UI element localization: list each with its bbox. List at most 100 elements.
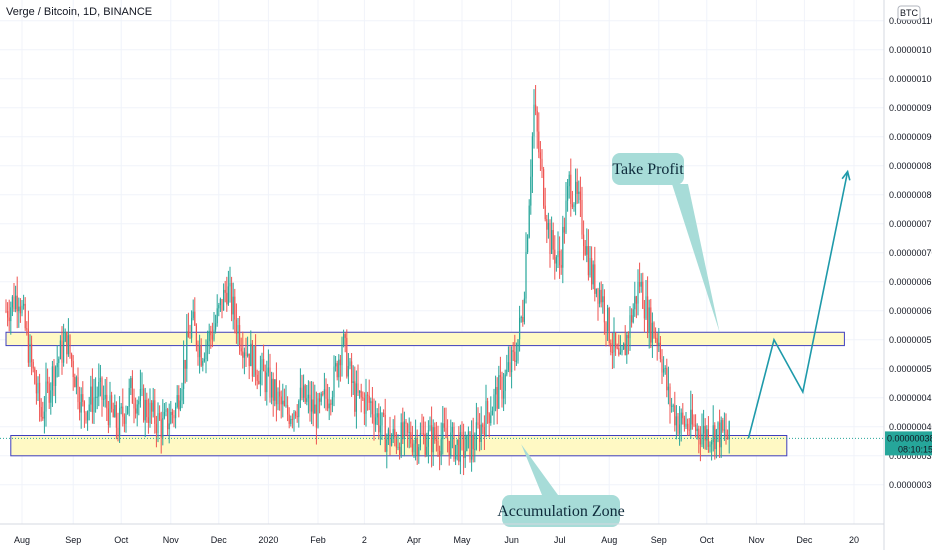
candle-body — [384, 414, 386, 452]
candle-body — [695, 424, 697, 432]
candle-body — [493, 394, 495, 411]
candle-body — [421, 432, 423, 434]
candle-body — [555, 257, 557, 264]
candle-body — [293, 412, 295, 420]
candle-body — [397, 446, 399, 448]
candle-body — [603, 296, 605, 323]
candle-body — [530, 176, 532, 206]
candle-body — [608, 308, 610, 344]
x-tick-label: 2020 — [258, 535, 278, 545]
candle-body — [466, 435, 468, 451]
candle-body — [144, 399, 146, 421]
candle-body — [16, 295, 18, 312]
candle-body — [285, 405, 287, 407]
candle-body — [26, 328, 28, 330]
candle-body — [488, 413, 490, 424]
candle-body — [387, 429, 389, 440]
candle-body — [450, 432, 452, 456]
candle-body — [496, 387, 498, 409]
candle-body — [368, 395, 370, 403]
candle-body — [296, 416, 298, 418]
candle-body — [138, 400, 140, 405]
candle-body — [295, 412, 297, 417]
candle-body — [659, 342, 661, 360]
candle-body — [109, 395, 111, 425]
candle-body — [639, 282, 641, 287]
candle-body — [130, 378, 132, 388]
candle-body — [299, 387, 301, 401]
candle-body — [506, 369, 508, 375]
candle-body — [515, 360, 517, 362]
candle-body — [192, 311, 194, 318]
candle-body — [479, 424, 481, 442]
candle-body — [690, 409, 692, 430]
candle-body — [173, 415, 175, 419]
candle-body — [232, 296, 234, 315]
candle-body — [119, 408, 121, 437]
candle-body — [416, 437, 418, 456]
candle-body — [491, 410, 493, 416]
candle-body — [469, 431, 471, 460]
candle-body — [618, 348, 620, 355]
candle-body — [605, 322, 607, 332]
callout-box[interactable] — [502, 495, 620, 527]
x-tick-label: Dec — [211, 535, 228, 545]
candle-body — [442, 423, 444, 440]
candle-body — [640, 281, 642, 287]
candle-body — [655, 337, 657, 339]
candle-body — [111, 395, 113, 410]
candle-body — [195, 325, 197, 346]
candle-body — [157, 413, 159, 433]
forecast-path[interactable] — [747, 171, 849, 439]
candle-body — [267, 367, 269, 373]
candle-body — [599, 289, 601, 304]
candle-body — [451, 426, 453, 433]
candle-body — [61, 340, 63, 363]
candle-body — [693, 424, 695, 426]
candle-body — [667, 386, 669, 391]
candle-body — [706, 429, 708, 441]
candle-body — [13, 296, 15, 310]
candle-body — [80, 394, 82, 413]
candle-body — [610, 343, 612, 352]
candle-body — [448, 440, 450, 456]
callout-label: Accumulation Zone — [497, 503, 625, 520]
y-tick-label: 0.00000060 — [889, 306, 932, 316]
callout-box[interactable] — [612, 153, 684, 185]
candle-body — [595, 288, 597, 294]
candle-body — [563, 226, 565, 233]
candle-body — [637, 282, 639, 304]
resistance-zone[interactable] — [5, 331, 845, 347]
candle-body — [335, 363, 337, 367]
candle-body — [698, 428, 700, 438]
candle-body — [29, 343, 31, 363]
candle-body — [7, 311, 9, 318]
candle-body — [567, 186, 569, 201]
candle-body — [277, 391, 279, 405]
candle-body — [648, 307, 650, 333]
y-tick-label: 0.00000045 — [889, 393, 932, 403]
candle-body — [66, 331, 68, 355]
candle-body — [216, 308, 218, 324]
y-tick-label: 0.00000055 — [889, 335, 932, 345]
candle-body — [165, 408, 167, 412]
candle-body — [191, 317, 193, 338]
candle-body — [696, 428, 698, 432]
candle-body — [399, 446, 401, 455]
accumulation-zone[interactable] — [10, 435, 788, 457]
candle-body — [389, 429, 391, 446]
candle-body — [503, 390, 505, 399]
x-tick-label: Feb — [310, 535, 326, 545]
currency-badge[interactable] — [897, 5, 921, 21]
candle-body — [675, 416, 677, 426]
candle-body — [475, 422, 477, 449]
candle-body — [427, 430, 429, 447]
candle-body — [125, 413, 127, 424]
candle-body — [107, 408, 109, 425]
candle-body — [573, 204, 575, 208]
candle-body — [591, 257, 593, 285]
candle-body — [15, 295, 17, 310]
candle-body — [714, 425, 716, 450]
candle-body — [176, 395, 178, 407]
